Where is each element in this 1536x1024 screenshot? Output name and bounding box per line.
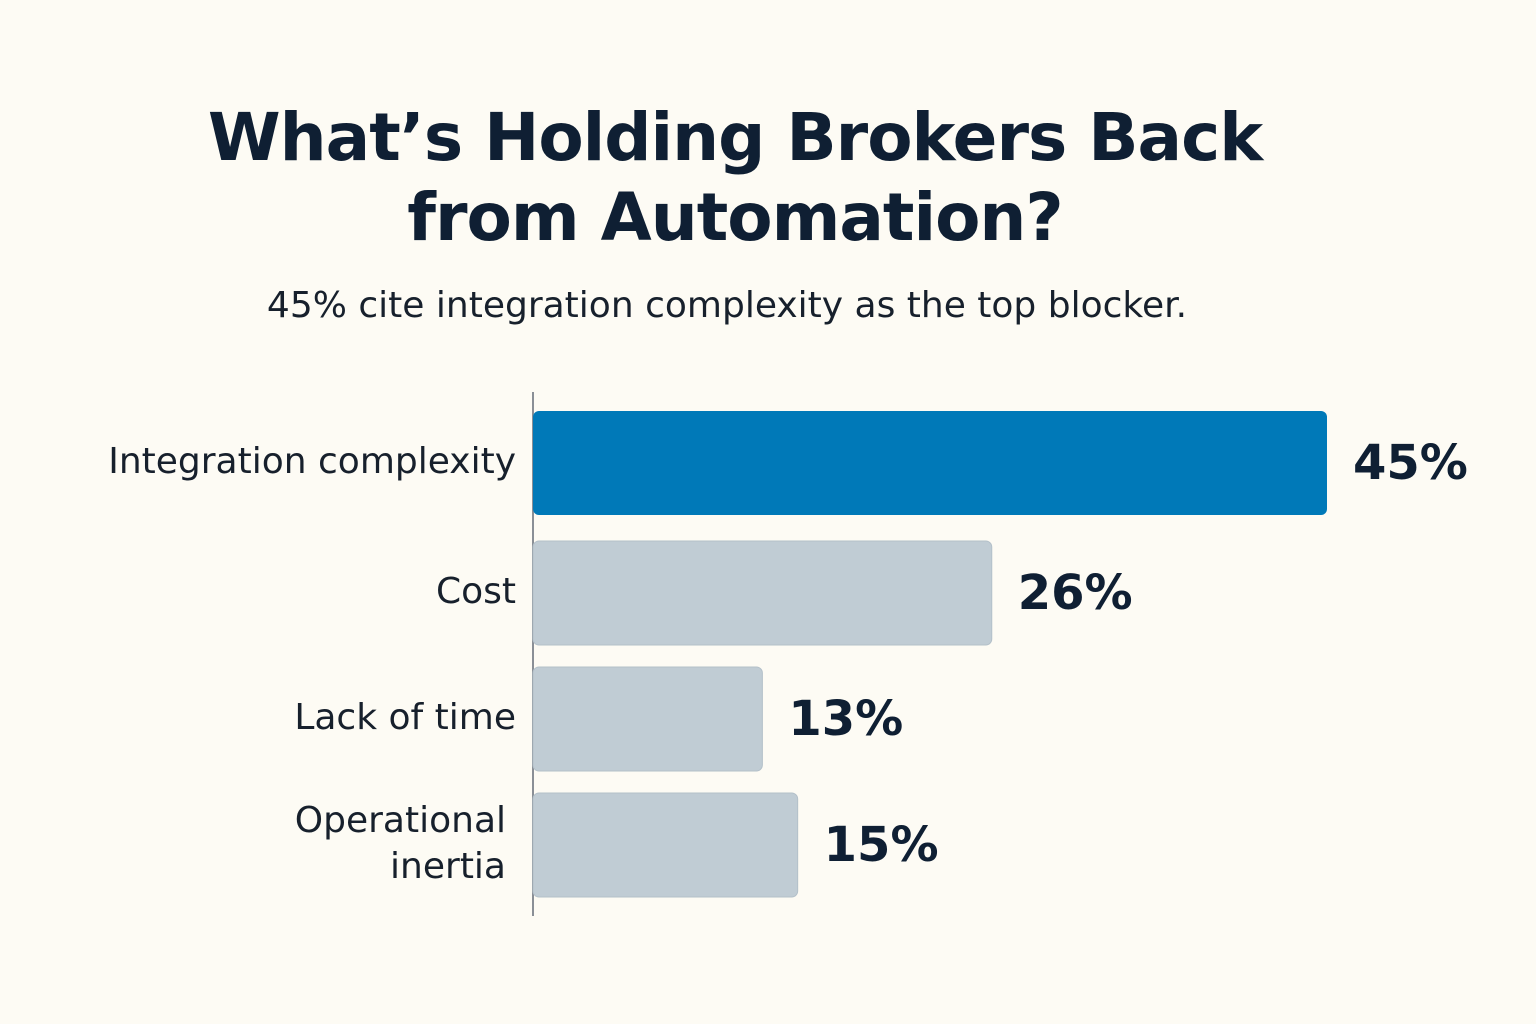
bar-3 (532, 792, 799, 898)
value-labels-group: 45% 26% 13% 15% (788, 435, 1468, 873)
category-label-3: Operational inertia (295, 800, 506, 887)
bars-group (532, 411, 1327, 898)
value-label-0: 45% (1353, 435, 1468, 491)
category-labels-group: Integration complexity Cost Lack of time Op… (108, 441, 516, 887)
category-label-line: inertia (390, 846, 506, 887)
value-label-1: 26% (1018, 565, 1133, 621)
chart-title-line-1: What’s Holding Brokers Back (207, 99, 1263, 176)
value-label-2: 13% (788, 691, 903, 747)
category-label-line: Lack of time (294, 697, 516, 738)
category-label-2: Lack of time (294, 697, 516, 738)
bar-0 (533, 411, 1327, 515)
chart-subtitle: 45% cite integration complexity as the t… (266, 285, 1188, 326)
value-label-3: 15% (824, 817, 939, 873)
category-label-line: Cost (436, 571, 516, 612)
category-label-line: Integration complexity (108, 441, 516, 482)
category-label-line: Operational (295, 800, 506, 841)
bar-1 (532, 540, 993, 646)
chart-title-line-2: from Automation? (407, 179, 1063, 256)
bar-2 (532, 666, 763, 772)
category-label-1: Cost (436, 571, 516, 612)
category-label-0: Integration complexity (108, 441, 516, 482)
